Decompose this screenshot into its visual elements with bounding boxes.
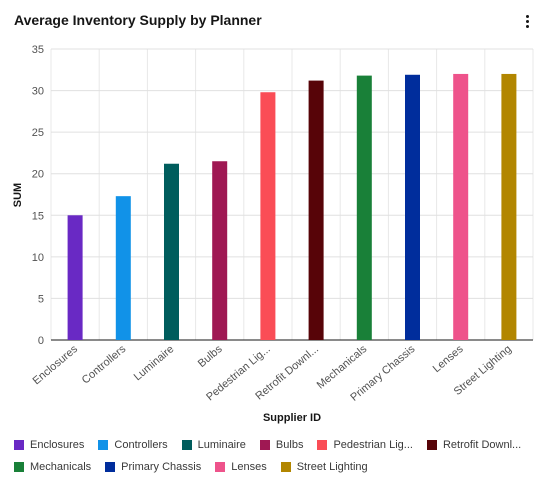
chart-title: Average Inventory Supply by Planner <box>14 12 262 28</box>
bar <box>260 92 276 340</box>
legend-swatch <box>105 461 116 472</box>
bar <box>405 74 420 340</box>
legend-item[interactable]: Mechanicals <box>14 460 91 473</box>
y-tick-label: 35 <box>32 44 44 56</box>
y-tick-label: 30 <box>32 86 44 98</box>
legend-swatch <box>181 439 192 450</box>
bar <box>212 161 228 340</box>
legend-label: Mechanicals <box>30 460 92 473</box>
menu-dot <box>525 24 529 28</box>
x-axis-title: Supplier ID <box>263 412 321 424</box>
legend-item[interactable]: Lenses <box>215 460 267 473</box>
bar <box>501 73 517 340</box>
legend-swatch <box>280 461 291 472</box>
x-tick-label: Bulbs <box>196 343 225 370</box>
bar <box>164 163 179 340</box>
x-tick-label: Enclosures <box>31 343 81 387</box>
legend-label: Street Lighting <box>296 460 368 473</box>
legend-item[interactable]: Retrofit Downl... <box>426 438 522 451</box>
legend-item[interactable]: Bulbs <box>259 438 304 451</box>
chart-legend: Enclosures Controllers Luminaire Bulbs Pedes… <box>14 438 534 473</box>
y-tick-label: 10 <box>32 252 44 264</box>
legend-item[interactable]: Pedestrian Lig... <box>317 438 413 451</box>
legend-swatch <box>215 461 226 472</box>
y-tick-label: 20 <box>32 169 44 181</box>
legend-swatch <box>14 461 24 472</box>
legend-item[interactable]: Enclosures <box>14 438 84 451</box>
legend-label: Lenses <box>231 460 267 473</box>
bar-chart: 0 5 10 15 20 25 30 35 Enclosures Controllers Lumin… <box>12 44 534 424</box>
overflow-menu-icon[interactable] <box>520 11 534 31</box>
legend-swatch <box>14 439 24 450</box>
legend-swatch <box>426 439 437 450</box>
legend-label: Luminaire <box>197 438 246 451</box>
bar <box>453 73 469 340</box>
legend-label: Controllers <box>114 438 168 451</box>
legend-swatch <box>98 439 109 450</box>
legend-swatch <box>259 439 270 450</box>
legend-label: Enclosures <box>30 438 85 451</box>
menu-dot <box>525 14 529 18</box>
x-tick-label: Lenses <box>431 343 466 375</box>
legend-label: Retrofit Downl... <box>442 438 522 451</box>
menu-dot <box>525 19 529 23</box>
x-tick-label: Luminaire <box>132 343 177 383</box>
bar <box>67 215 83 340</box>
bar <box>308 80 324 340</box>
bar <box>356 75 372 340</box>
y-tick-label: 15 <box>32 210 44 222</box>
y-tick-label: 0 <box>38 335 44 347</box>
x-tick-label: Controllers <box>80 343 129 387</box>
legend-item[interactable]: Controllers <box>98 438 168 451</box>
legend-item[interactable]: Street Lighting <box>280 460 368 473</box>
legend-swatch <box>317 439 328 450</box>
legend-label: Primary Chassis <box>121 460 202 473</box>
legend-label: Pedestrian Lig... <box>333 438 413 451</box>
legend-item[interactable]: Luminaire <box>181 438 246 451</box>
y-tick-label: 5 <box>38 293 44 305</box>
legend-item[interactable]: Primary Chassis <box>105 460 201 473</box>
legend-label: Bulbs <box>275 438 304 451</box>
y-tick-label: 25 <box>32 127 44 139</box>
bar <box>115 196 131 340</box>
y-axis-title: SUM <box>12 183 24 207</box>
